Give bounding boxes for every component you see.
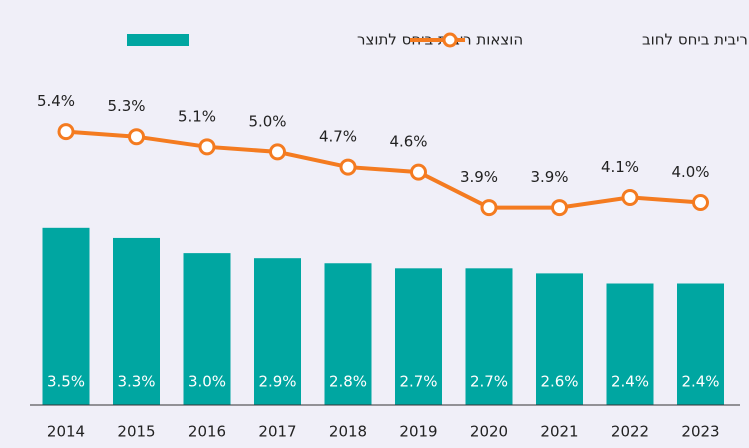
- bar: [536, 273, 583, 405]
- line-value-label: 4.1%: [601, 158, 639, 176]
- bar-value-label: 3.0%: [188, 373, 226, 391]
- bar-value-label: 2.4%: [681, 373, 719, 391]
- x-tick-label: 2015: [117, 423, 155, 441]
- x-tick-label: 2014: [47, 423, 85, 441]
- line-marker: [621, 188, 639, 206]
- bar-value-label: 2.4%: [611, 373, 649, 391]
- x-tick-label: 2019: [399, 423, 437, 441]
- line-marker: [57, 123, 75, 141]
- line-marker: [339, 158, 357, 176]
- x-tick-label: 2017: [258, 423, 296, 441]
- line-value-label: 3.9%: [460, 168, 498, 186]
- legend-swatch: [127, 34, 189, 46]
- line-value-label: 4.0%: [671, 163, 709, 181]
- bar: [183, 253, 231, 405]
- bar: [465, 268, 513, 405]
- line: [65, 129, 701, 210]
- bar: [324, 263, 372, 405]
- bar: [677, 283, 724, 405]
- bar-value-label: 2.7%: [470, 373, 508, 391]
- line-marker: [128, 128, 145, 146]
- line-value-label: 5.4%: [37, 92, 75, 110]
- x-tick-label: 2021: [540, 423, 578, 441]
- bar: [42, 227, 90, 405]
- bar: [395, 268, 442, 405]
- line-marker: [269, 143, 286, 161]
- line-marker: [480, 199, 498, 217]
- legend-label: הוצאות ריבית ביחס לחוב: [642, 31, 749, 49]
- line-marker: [551, 199, 568, 217]
- x-tick-label: 2018: [329, 423, 367, 441]
- line-value-label: 5.1%: [178, 107, 216, 125]
- line-value-label: 5.3%: [107, 97, 145, 115]
- bar-value-label: 3.5%: [47, 373, 85, 391]
- bar-value-label: 2.9%: [258, 373, 296, 391]
- x-tick-label: 2022: [611, 423, 649, 441]
- bar: [113, 237, 160, 405]
- bar-value-label: 2.8%: [329, 373, 367, 391]
- x-tick-label: 2020: [470, 423, 508, 441]
- bar-value-label: 2.7%: [399, 373, 437, 391]
- bar-value-label: 3.3%: [117, 373, 155, 391]
- x-tick-label: 2016: [188, 423, 226, 441]
- line-value-label: 5.0%: [248, 112, 286, 130]
- x-tick-label: 2023: [681, 423, 719, 441]
- line-marker: [410, 163, 427, 181]
- bar-value-label: 2.6%: [540, 373, 578, 391]
- line-marker: [198, 138, 216, 156]
- line-value-label: 3.9%: [530, 168, 568, 186]
- line-marker: [692, 194, 709, 211]
- line-value-label: 4.7%: [319, 128, 357, 146]
- bar: [606, 283, 654, 405]
- legend-marker: [442, 32, 458, 48]
- line-value-label: 4.6%: [389, 133, 427, 151]
- bar: [254, 258, 301, 405]
